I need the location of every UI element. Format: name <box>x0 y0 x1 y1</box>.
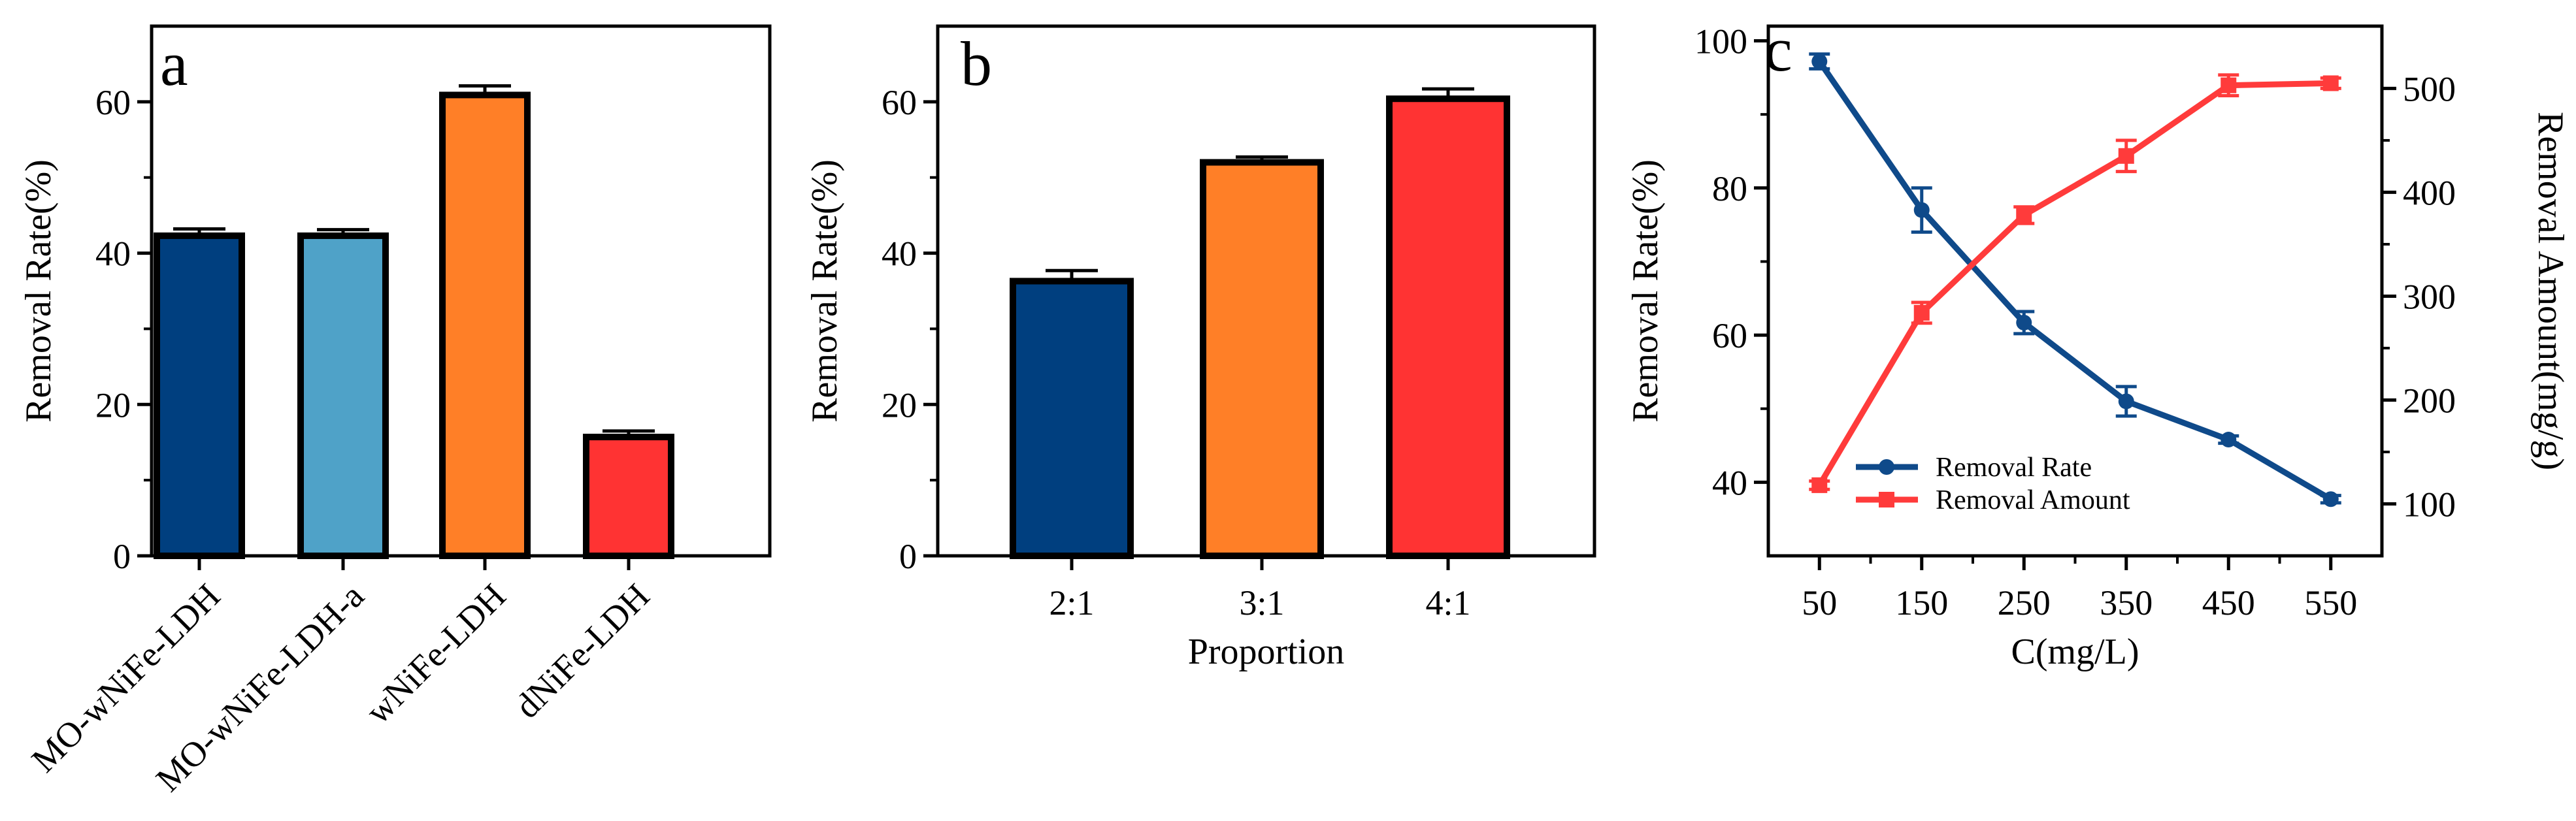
x-tick-label: 2:1 <box>1049 583 1094 622</box>
y-tick-label: 100 <box>1694 22 1747 61</box>
data-point <box>2118 393 2134 410</box>
y-axis-label: Removal Rate(%) <box>1625 159 1666 423</box>
x-tick-label: 50 <box>1802 583 1837 622</box>
panel-c: 40 60 80 100 100 200 300 400 500 50 150 250 350 450 55… <box>1625 14 2571 672</box>
x-tick-label: 150 <box>1895 583 1948 622</box>
y-tick-label: 40 <box>95 234 131 274</box>
x-tick-label: 250 <box>1998 583 2051 622</box>
y-right-axis-label: Removal Amount(mg/g) <box>2530 112 2571 470</box>
x-tick-label: 550 <box>2304 583 2357 622</box>
data-point <box>2016 207 2032 223</box>
bar <box>1010 278 1134 559</box>
x-tick-label: 3:1 <box>1239 583 1284 622</box>
bar <box>583 434 674 560</box>
panel-letter: b <box>961 29 992 99</box>
panel-letter: c <box>1764 14 1792 84</box>
x-tick-label: 4:1 <box>1425 583 1470 622</box>
bar <box>439 91 531 559</box>
data-point <box>2016 314 2032 330</box>
x-tick-label: 350 <box>2100 583 2153 622</box>
bar <box>1200 159 1324 560</box>
x-tick-label: 450 <box>2202 583 2255 622</box>
data-point <box>1811 54 1828 70</box>
y-right-tick-label: 500 <box>2403 69 2456 108</box>
x-axis-label: C(mg/L) <box>2011 632 2139 672</box>
y-tick-label: 0 <box>113 537 131 576</box>
y-axis-label: Removal Rate(%) <box>804 159 845 423</box>
y-tick-label: 40 <box>1712 463 1747 502</box>
data-point <box>1913 202 1930 218</box>
data-point <box>2118 148 2134 164</box>
bar <box>1386 95 1510 560</box>
panel-letter: a <box>160 29 188 99</box>
y-tick-label: 20 <box>95 385 131 425</box>
series-line <box>1817 80 2331 487</box>
y-tick-label: 20 <box>882 385 917 425</box>
y-right-tick-label: 100 <box>2403 485 2456 524</box>
panel-b: 0 20 40 60 Removal Rate(%) 2:1 3:1 4:1 Proportio… <box>804 24 1596 672</box>
legend-label: Removal Amount <box>1936 485 2130 515</box>
series-line <box>1817 59 2333 502</box>
data-point <box>2221 432 2237 448</box>
y-axis-label: Removal Rate(%) <box>18 159 59 423</box>
y-tick-label: 60 <box>882 83 917 122</box>
y-right-tick-label: 200 <box>2403 381 2456 420</box>
data-point <box>2322 75 2339 91</box>
bar <box>154 232 245 559</box>
y-right-tick-label: 400 <box>2403 173 2456 212</box>
y-tick-label: 80 <box>1712 169 1747 208</box>
data-point <box>1811 477 1828 493</box>
x-tick-label: dNiFe-LDH <box>507 576 657 726</box>
y-tick-label: 60 <box>1712 316 1747 355</box>
y-tick-label: 0 <box>899 537 917 576</box>
y-right-tick-label: 300 <box>2403 277 2456 316</box>
x-tick-label: wNiFe-LDH <box>358 576 514 732</box>
legend-swatch-marker <box>1879 492 1894 507</box>
bar <box>297 232 389 559</box>
data-point <box>2221 77 2237 93</box>
legend-label: Removal Rate <box>1936 453 2092 483</box>
legend-swatch-marker <box>1879 459 1894 475</box>
y-tick-label: 40 <box>882 234 917 274</box>
data-point <box>1913 304 1930 321</box>
x-axis-label: Proportion <box>1188 632 1345 672</box>
data-point <box>2322 491 2339 507</box>
y-tick-label: 60 <box>95 83 131 122</box>
